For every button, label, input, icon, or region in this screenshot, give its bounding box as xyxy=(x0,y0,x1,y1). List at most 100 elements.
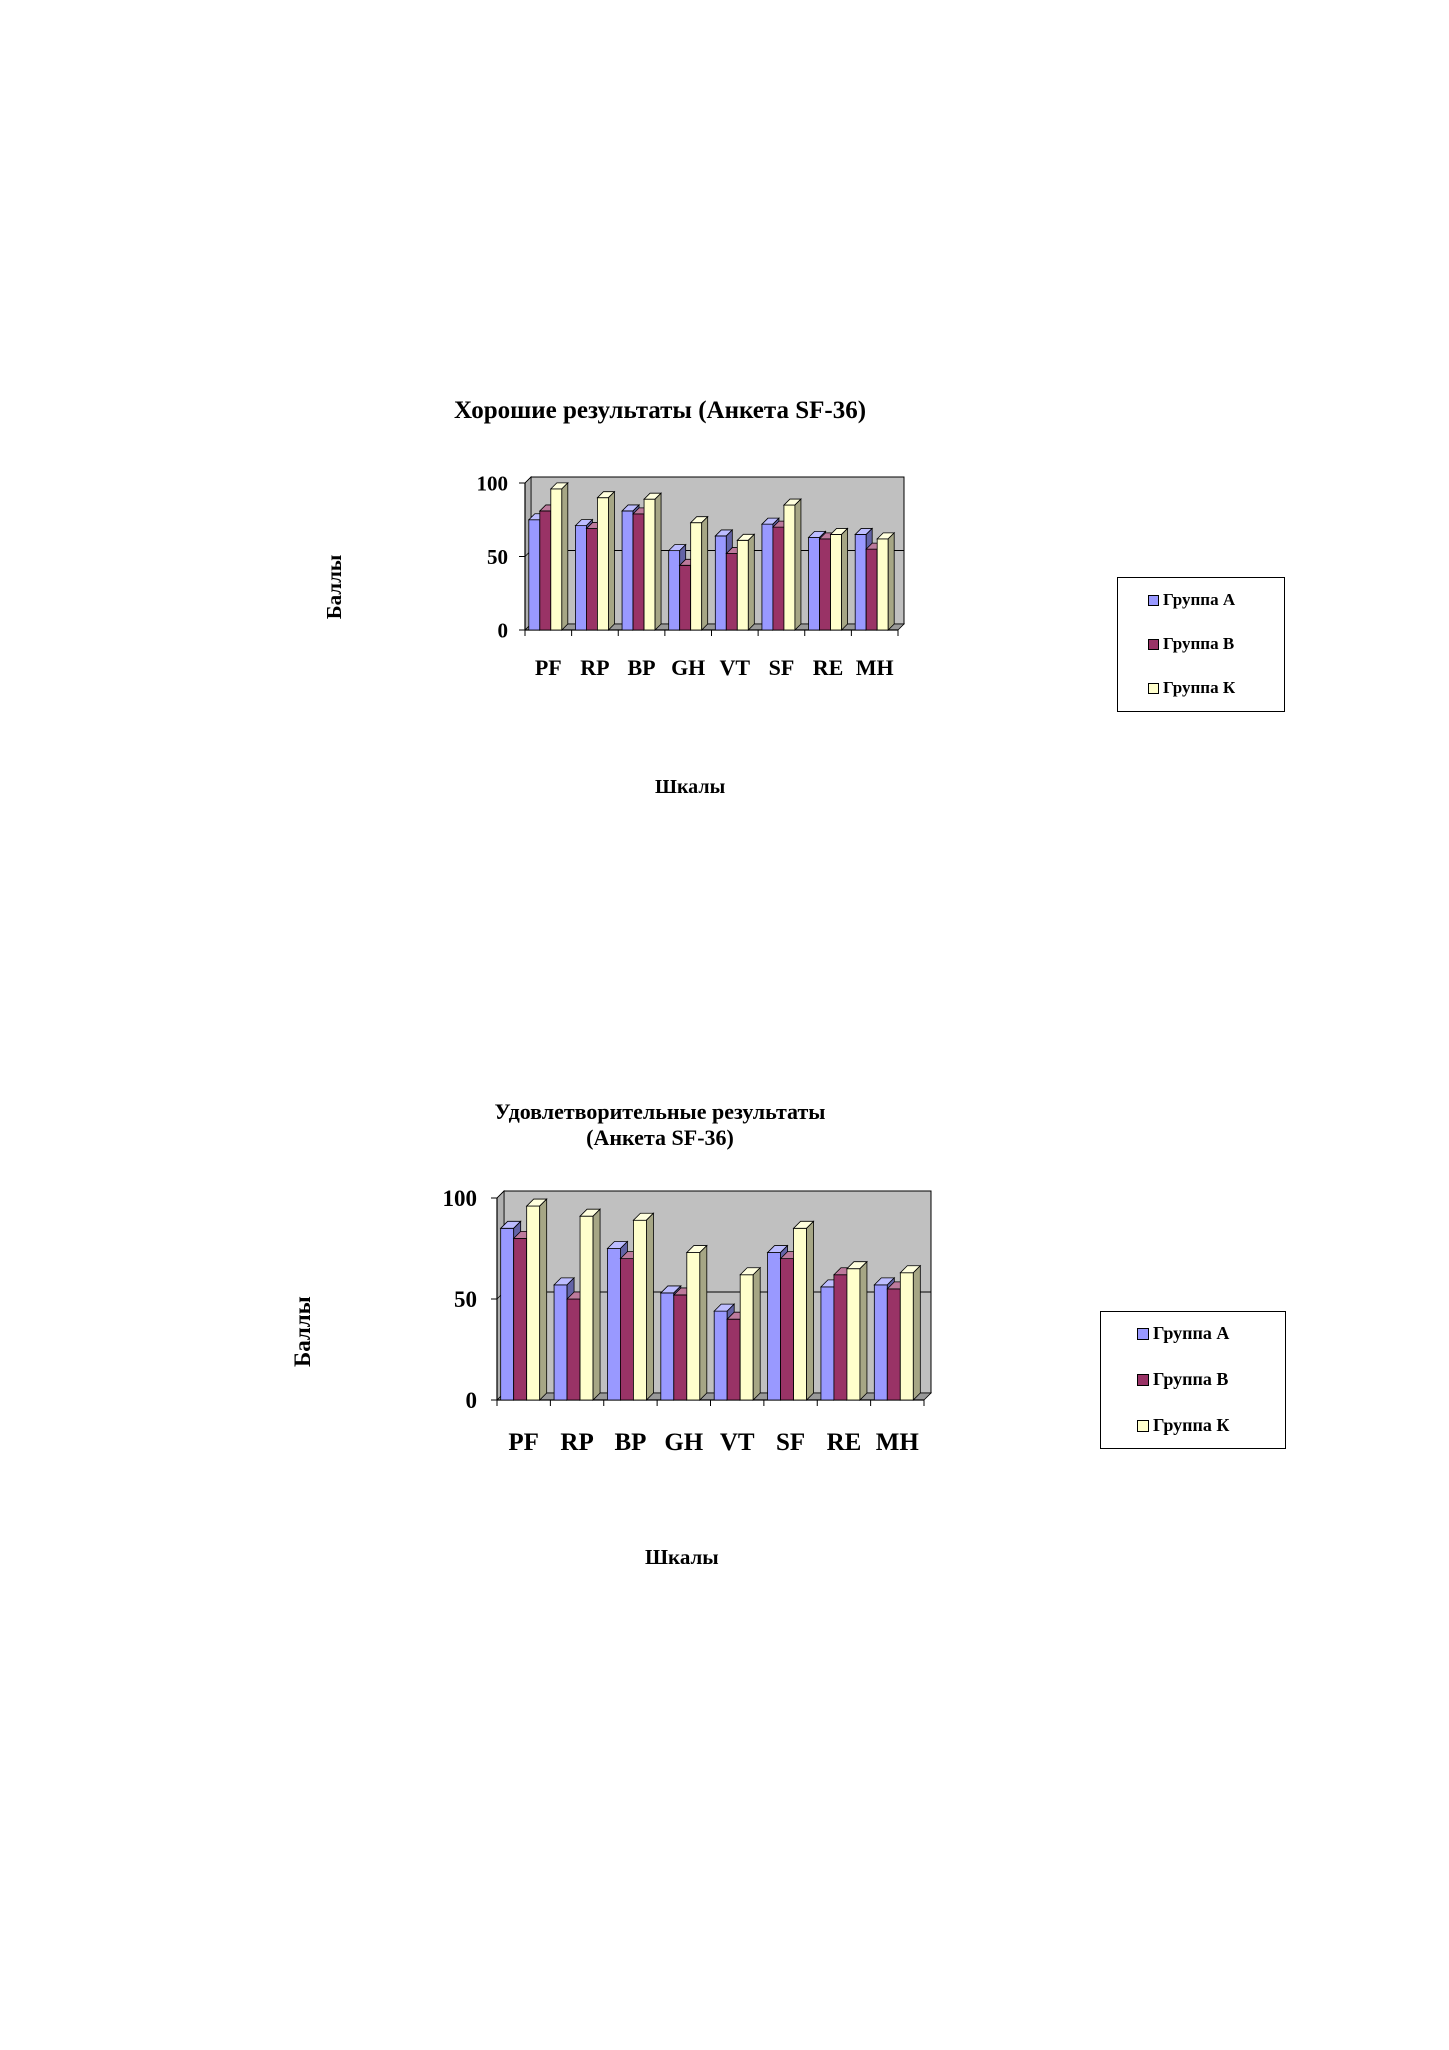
bar-front xyxy=(899,1272,914,1401)
x-tick-label: BP xyxy=(628,655,656,680)
chart-title-text: Хорошие результаты (Анкета SF-36) xyxy=(453,397,867,424)
legend-swatch xyxy=(1137,1373,1149,1386)
bar-side xyxy=(887,531,895,631)
chart-good-results: 0 50 100 PF RP BP GH VT SF RE MH Хорошие результат… xyxy=(0,0,1449,1000)
y-axis-label: Баллы xyxy=(290,1296,315,1367)
legend-label: Группа А xyxy=(1153,1323,1230,1343)
y-tick-label: 0 xyxy=(498,618,509,642)
bar xyxy=(845,1260,868,1401)
bar-side xyxy=(646,1212,654,1401)
bar xyxy=(632,1212,655,1401)
bar-front xyxy=(725,553,738,631)
bar-front xyxy=(686,1252,701,1401)
bar-front xyxy=(679,564,692,631)
legend-item: Группа А xyxy=(1148,590,1235,610)
bar-side xyxy=(699,1244,708,1401)
bar-front xyxy=(772,526,785,631)
legend-item: Группа К xyxy=(1137,1415,1229,1436)
chart-plot-svg: 0 50 100 PF RP BP GH VT SF RE MH xyxy=(477,471,905,680)
bar-front xyxy=(833,1274,848,1401)
chart-title-line: (Анкета SF-36) xyxy=(586,1125,734,1151)
bar-front xyxy=(830,534,842,631)
bar-front xyxy=(621,510,634,631)
bar-side xyxy=(654,492,662,631)
x-axis-label: Шкалы xyxy=(645,1545,719,1569)
bar-side xyxy=(841,527,848,631)
legend-label: Группа В xyxy=(1163,634,1235,653)
chart-satisfactory-results: 0 50 100 PF RP BP GH VT SF RE MH Удовлетворительны… xyxy=(0,1000,1449,2050)
chart-title-line: Удовлетворительные результаты xyxy=(494,1099,826,1124)
bar-front xyxy=(668,550,681,631)
chart-title: Хорошие результаты (Анкета SF-36) xyxy=(380,396,940,426)
legend-swatch xyxy=(1148,638,1159,650)
bar-front xyxy=(575,525,587,631)
bar-front xyxy=(586,528,598,631)
bar-front xyxy=(726,1318,741,1401)
bar xyxy=(782,498,802,631)
bar-side xyxy=(806,1220,814,1401)
bar-front xyxy=(819,538,831,631)
bar-front xyxy=(736,539,749,631)
x-axis-label: Шкалы xyxy=(655,776,726,798)
legend: Группа А Группа В Группа К xyxy=(1100,1311,1286,1449)
bar-front xyxy=(553,1284,568,1401)
bar-front xyxy=(876,538,889,631)
bar-front xyxy=(714,535,727,631)
bar xyxy=(596,490,616,631)
bar xyxy=(899,1264,922,1401)
bar-front xyxy=(643,498,656,631)
x-tick-label: SF xyxy=(769,655,795,680)
bar xyxy=(685,1244,708,1401)
legend-item: Группа В xyxy=(1148,634,1234,654)
bar-front xyxy=(528,519,541,631)
bar-front xyxy=(873,1284,888,1401)
x-tick-label: PF xyxy=(535,655,562,680)
chart-title: Удовлетворительные результаты (Анкета SF… xyxy=(430,1099,890,1152)
x-tick-label: VT xyxy=(720,655,751,680)
bar-front xyxy=(566,1298,581,1401)
x-tick-label: GH xyxy=(671,655,705,680)
bar-front xyxy=(690,522,703,631)
bar xyxy=(689,515,709,631)
bar-front xyxy=(526,1205,541,1401)
bar xyxy=(579,1208,602,1401)
bar xyxy=(876,531,896,631)
x-tick-label: RP xyxy=(560,1429,593,1456)
gridline-side xyxy=(496,1190,505,1199)
bar-front xyxy=(780,1258,794,1401)
bar xyxy=(829,527,849,631)
bar-side xyxy=(561,481,569,631)
x-tick-label: VT xyxy=(720,1429,755,1456)
chart-plot-svg: 0 50 100 PF RP BP GH VT SF RE MH xyxy=(443,1186,932,1456)
bar-front xyxy=(620,1258,634,1401)
bar-front xyxy=(539,510,552,631)
bar-front xyxy=(607,1248,621,1401)
y-axis-label: Баллы xyxy=(322,554,346,620)
bar-side xyxy=(747,533,755,631)
bar-front xyxy=(846,1268,861,1401)
bar-front xyxy=(820,1286,835,1401)
bar xyxy=(549,481,569,631)
bar-front xyxy=(513,1237,528,1401)
bar-front xyxy=(550,488,563,631)
bar-front xyxy=(632,513,645,631)
bar-side xyxy=(701,515,709,631)
legend-item: Группа К xyxy=(1148,678,1235,698)
x-tick-label: RE xyxy=(813,655,844,680)
bar-side xyxy=(794,498,802,631)
bar-front xyxy=(808,536,820,631)
x-tick-label: BP xyxy=(614,1429,646,1456)
bar-side xyxy=(608,490,615,631)
bar xyxy=(736,533,756,631)
x-tick-label: RE xyxy=(827,1429,862,1456)
x-tick-label: GH xyxy=(664,1429,703,1456)
x-tick-label: PF xyxy=(508,1429,539,1456)
bar-front xyxy=(579,1215,594,1401)
y-tick-label: 0 xyxy=(466,1388,478,1413)
gridline-side xyxy=(524,476,532,484)
bar-front xyxy=(597,497,609,631)
y-tick-label: 50 xyxy=(454,1287,477,1312)
bar-side xyxy=(592,1208,601,1401)
y-tick-label: 50 xyxy=(487,545,508,569)
bar-front xyxy=(660,1292,675,1401)
